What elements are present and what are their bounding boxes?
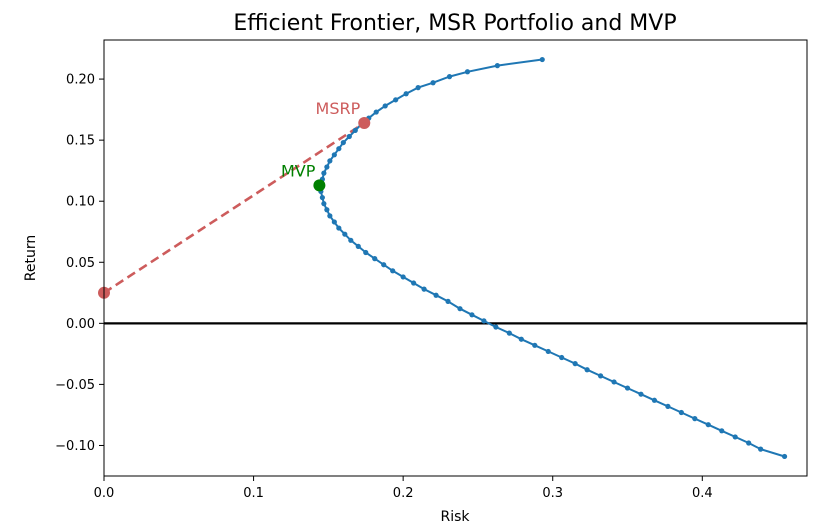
y-tick-label: 0.05 xyxy=(66,256,95,271)
frontier-point xyxy=(346,133,352,140)
frontier-point xyxy=(327,158,333,164)
x-axis: 0.0 0.1 0.2 0.3 0.4 xyxy=(94,476,713,501)
frontier-point xyxy=(363,249,369,256)
y-tick-label: 0.00 xyxy=(66,317,95,332)
frontier-point xyxy=(415,85,421,91)
plot-frame xyxy=(103,39,808,477)
msrp-label: MSRP xyxy=(316,99,361,118)
frontier-point xyxy=(705,422,711,428)
frontier-point xyxy=(758,446,764,452)
y-axis: −0.10 −0.05 0.00 0.05 0.10 0.15 0.20 xyxy=(55,73,104,454)
y-tick-label: 0.20 xyxy=(66,73,95,88)
x-tick-label: 0.4 xyxy=(692,486,713,501)
frontier-point xyxy=(665,403,671,409)
mvp-marker xyxy=(313,179,326,192)
frontier-point xyxy=(336,225,342,231)
frontier-point xyxy=(372,256,378,262)
frontier-point xyxy=(506,330,512,336)
frontier-point xyxy=(545,348,551,355)
y-axis-label: Return xyxy=(23,235,39,281)
x-tick-label: 0.1 xyxy=(243,486,264,501)
frontier-point xyxy=(319,194,325,201)
frontier-point xyxy=(781,453,788,460)
y-tick-label: −0.05 xyxy=(55,378,95,393)
frontier-point xyxy=(732,434,738,440)
frontier-point xyxy=(678,409,684,416)
frontier-point xyxy=(493,324,499,330)
y-tick-label: −0.10 xyxy=(55,439,95,454)
frontier-point xyxy=(638,391,644,397)
frontier-point xyxy=(457,306,463,312)
plot-area: MSRP MVP xyxy=(98,56,807,460)
frontier-point xyxy=(421,286,427,292)
frontier-point xyxy=(327,213,333,219)
frontier-point xyxy=(336,146,342,152)
frontier-line xyxy=(319,58,785,458)
frontier-point xyxy=(746,440,752,446)
frontier-point xyxy=(532,342,538,348)
frontier-point xyxy=(352,127,358,133)
frontier-point xyxy=(340,139,346,146)
frontier-point xyxy=(331,219,337,225)
frontier-point xyxy=(411,280,417,286)
frontier-point xyxy=(481,318,487,324)
frontier-point xyxy=(584,367,590,373)
frontier-point xyxy=(611,379,617,385)
frontier-point xyxy=(373,109,379,115)
frontier-point xyxy=(433,292,439,298)
msrp-marker xyxy=(358,117,371,130)
frontier-point xyxy=(324,164,330,170)
capital-market-line xyxy=(103,121,365,294)
frontier-point xyxy=(651,397,658,403)
frontier-point xyxy=(518,336,524,342)
frontier-point xyxy=(624,385,631,391)
x-tick-label: 0.2 xyxy=(393,486,414,501)
frontier-point xyxy=(539,56,545,63)
frontier-point xyxy=(390,268,396,274)
frontier-point xyxy=(393,97,399,103)
frontier-point xyxy=(572,361,578,367)
frontier-point xyxy=(321,170,327,176)
frontier-point xyxy=(464,69,471,75)
frontier-point xyxy=(446,74,453,80)
frontier-point xyxy=(348,237,354,243)
mvp-label: MVP xyxy=(281,161,316,180)
frontier-point xyxy=(331,152,337,158)
frontier-point xyxy=(469,312,475,318)
x-axis-label: Risk xyxy=(440,509,470,525)
y-tick-label: 0.10 xyxy=(66,195,95,210)
frontier-point xyxy=(324,207,330,213)
frontier-point xyxy=(342,231,348,237)
frontier-point xyxy=(403,91,409,97)
frontier-point xyxy=(494,63,500,69)
y-tick-label: 0.15 xyxy=(66,134,95,149)
frontier-point xyxy=(321,201,327,207)
frontier-point xyxy=(400,274,406,280)
x-tick-label: 0.0 xyxy=(94,486,115,501)
x-tick-label: 0.3 xyxy=(542,486,563,501)
frontier-point xyxy=(445,298,451,304)
frontier-point xyxy=(692,415,698,422)
frontier-point xyxy=(382,103,388,109)
frontier-point xyxy=(355,243,361,249)
chart-title: Efficient Frontier, MSR Portfolio and MV… xyxy=(233,11,676,36)
frontier-point xyxy=(381,262,387,268)
frontier-point xyxy=(430,80,436,86)
frontier-point xyxy=(559,354,565,361)
frontier-point xyxy=(597,373,604,379)
frontier-point xyxy=(719,428,725,434)
